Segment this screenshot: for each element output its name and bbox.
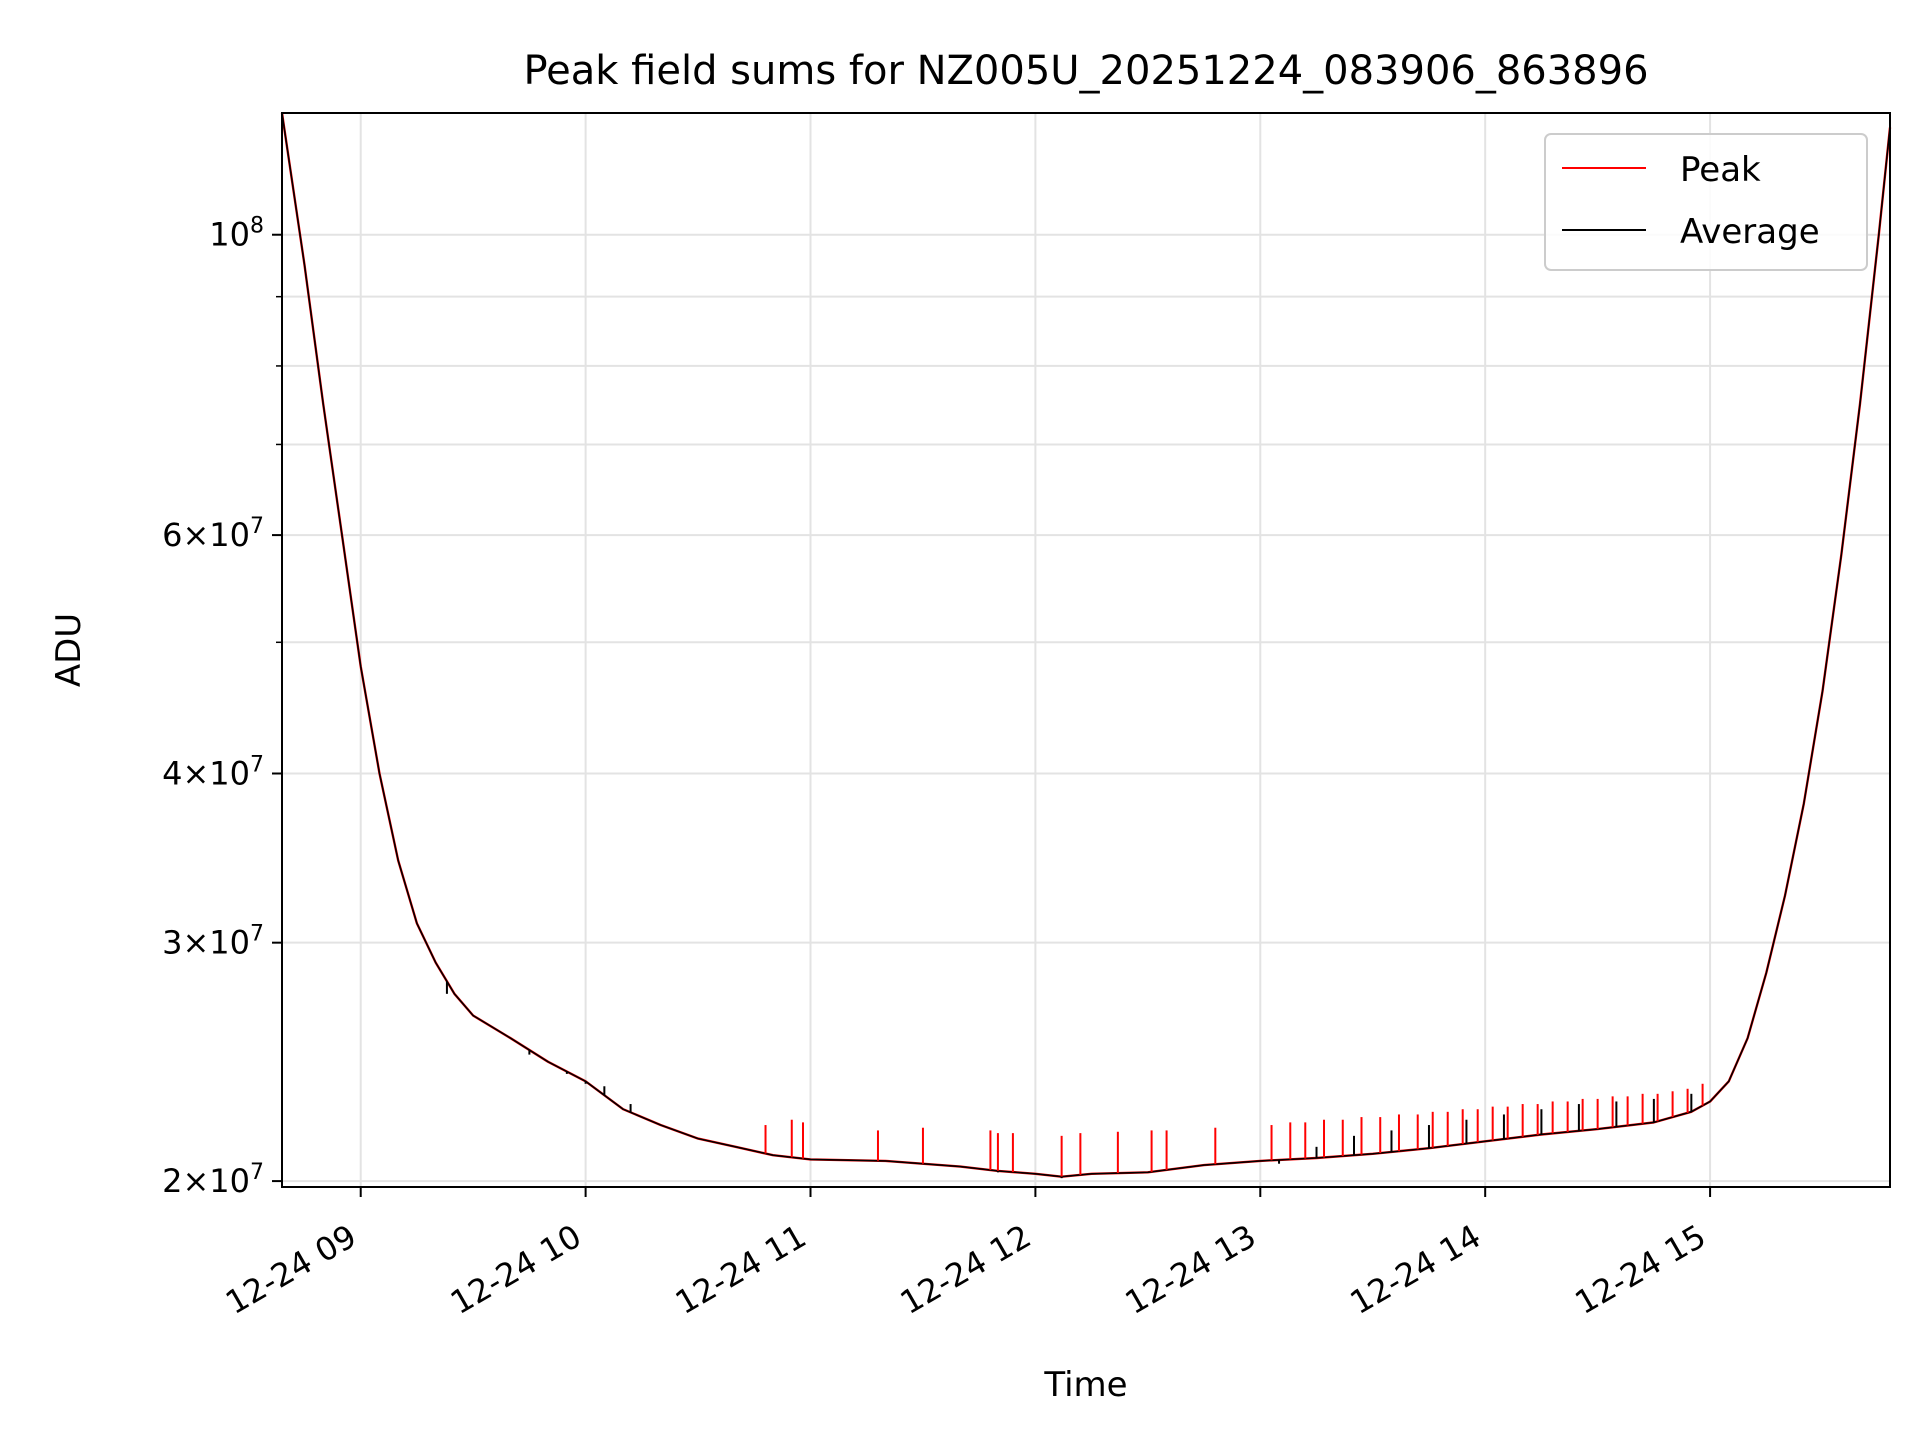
legend: Peak Average: [1544, 133, 1868, 271]
grid-lines: [282, 113, 1890, 1187]
chart-title: Peak field sums for NZ005U_20251224_0839…: [523, 48, 1648, 94]
x-axis-label: Time: [1043, 1365, 1127, 1405]
series-line-average: [281, 112, 1891, 1178]
y-axis-label: ADU: [49, 613, 89, 687]
y-tick-label: 108: [209, 214, 264, 254]
y-tick-label: 3×107: [162, 922, 264, 962]
legend-peak-label: Peak: [1680, 150, 1761, 190]
y-tick-label: 4×107: [162, 753, 264, 793]
y-tick-label: 6×107: [162, 514, 264, 554]
plot-series: [280, 112, 1892, 1179]
y-tick-label: 2×107: [162, 1160, 264, 1200]
legend-average-label: Average: [1680, 212, 1820, 252]
plot-frame: [281, 112, 1891, 1188]
